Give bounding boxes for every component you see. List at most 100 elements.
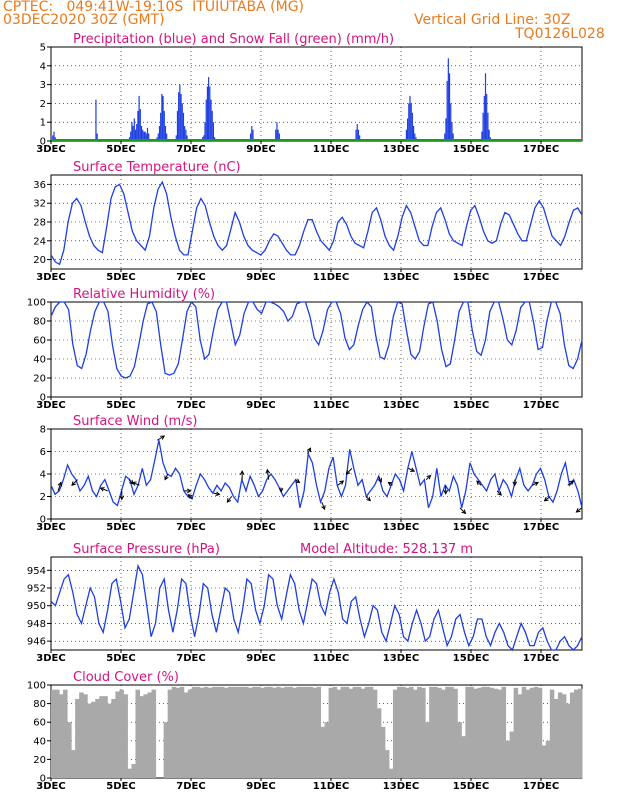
- header-station: CPTEC: 049:41W-19:10S ITUIUTABA (MG): [3, 0, 304, 15]
- cloud-bar: [163, 722, 169, 778]
- cloud-bar: [280, 687, 285, 778]
- precip-bar: [410, 103, 412, 141]
- wind-arrow-head: [239, 470, 245, 475]
- cloud-bar: [497, 689, 503, 778]
- precip-bar: [144, 131, 146, 141]
- wind-arrow: [71, 479, 78, 486]
- cloud-bar: [215, 686, 221, 778]
- cloud-bar: [396, 686, 402, 778]
- wind-arrow-head: [265, 468, 271, 474]
- cloud-bar: [244, 686, 249, 778]
- cloud-bar: [537, 687, 543, 778]
- cloud-bar: [252, 686, 257, 778]
- cloud-bar: [344, 686, 350, 778]
- x-tick-label: 3DEC: [36, 522, 65, 533]
- precip-bar: [95, 99, 97, 141]
- cloud-bar: [348, 688, 354, 778]
- y-tick-label: 80: [33, 317, 46, 328]
- x-tick-label: 3DEC: [36, 144, 65, 155]
- cloud-bar: [549, 689, 555, 778]
- y-tick-label: 20: [33, 374, 46, 385]
- x-tick-label: 17DEC: [523, 272, 559, 283]
- precip-bar: [444, 133, 446, 141]
- cloud-bar: [203, 686, 209, 778]
- wind-arrow-head: [476, 480, 481, 486]
- x-tick-label: 17DEC: [523, 400, 559, 411]
- wind-arrow-head: [295, 478, 301, 484]
- cloud-bar: [513, 687, 519, 778]
- cloud-bar: [557, 692, 563, 778]
- x-tick-label: 7DEC: [176, 781, 205, 792]
- cloud-bar: [501, 686, 507, 778]
- cloud-bar: [107, 703, 112, 778]
- x-tick-label: 3DEC: [36, 653, 65, 664]
- x-tick-label: 9DEC: [246, 781, 275, 792]
- x-tick-label: 17DEC: [523, 781, 559, 792]
- precip-bar: [411, 112, 413, 141]
- wind-arrow-head: [575, 508, 581, 513]
- x-tick-label: 5DEC: [106, 272, 135, 283]
- precip-bar: [445, 118, 447, 141]
- wind-arrow: [567, 480, 574, 486]
- cloud-bar: [75, 698, 80, 778]
- cloud-bar: [147, 692, 153, 778]
- cloud-bar: [509, 731, 515, 778]
- cloud-bar: [517, 694, 523, 778]
- cloud-bar: [292, 687, 297, 778]
- x-tick-label: 9DEC: [246, 272, 275, 283]
- cloud-bar: [445, 686, 450, 778]
- y-tick-label: 24: [33, 236, 46, 247]
- cloud-bar: [525, 689, 531, 778]
- cloud-bar: [437, 687, 442, 778]
- precip-bar: [130, 131, 132, 141]
- precip-bar: [186, 135, 188, 141]
- cloud-bar: [256, 686, 261, 778]
- precip-bar: [166, 133, 168, 141]
- y-tick-label: 952: [27, 584, 46, 595]
- chart-title: Surface Wind (m/s): [73, 414, 197, 429]
- cloud-bar: [421, 687, 426, 778]
- cloud-bar: [565, 703, 571, 778]
- cloud-bar: [139, 696, 145, 778]
- cloud-bar: [304, 686, 309, 778]
- cloud-bar: [167, 689, 173, 778]
- cloud-bar: [268, 686, 273, 778]
- chart-title: Relative Humidity (%): [73, 287, 215, 302]
- precip-bar: [211, 110, 213, 141]
- cloud-bar: [545, 740, 551, 778]
- cloud-bar: [91, 701, 96, 778]
- precip-bar: [96, 133, 98, 141]
- cloud-bar: [417, 686, 422, 778]
- cloud-bar: [533, 686, 539, 778]
- wind-arrow-head: [187, 493, 193, 499]
- cloud-bar: [276, 686, 281, 778]
- cloud-bar: [223, 687, 229, 778]
- precip-bar: [212, 122, 215, 141]
- cloud-bar: [240, 686, 245, 778]
- cloud-bar: [63, 689, 68, 778]
- cloud-bar: [123, 694, 128, 778]
- cloud-bar: [461, 736, 466, 778]
- x-tick-label: 11DEC: [313, 400, 349, 411]
- cloud-bar: [352, 686, 358, 778]
- wind-arrow: [408, 467, 415, 472]
- precip-bar: [176, 110, 179, 141]
- cloud-bar: [493, 688, 499, 778]
- y-tick-label: 2: [40, 492, 46, 503]
- wind-arrow-head: [160, 435, 166, 440]
- x-tick-label: 13DEC: [383, 653, 419, 664]
- cloud-bar: [521, 686, 527, 778]
- precip-bar: [488, 129, 490, 141]
- wind-arrow-head: [164, 475, 169, 481]
- cloud-bar: [55, 689, 60, 778]
- y-tick-label: 0: [40, 393, 46, 404]
- cloud-bar: [272, 687, 277, 778]
- chart-title: Surface Temperature (nC): [73, 160, 241, 175]
- wind-arrow-head: [71, 481, 76, 486]
- precip-bar: [137, 110, 139, 141]
- cloud-bar: [135, 689, 140, 778]
- cloud-bar: [296, 686, 301, 778]
- cloud-bar: [465, 686, 470, 778]
- y-tick-label: 100: [27, 298, 46, 309]
